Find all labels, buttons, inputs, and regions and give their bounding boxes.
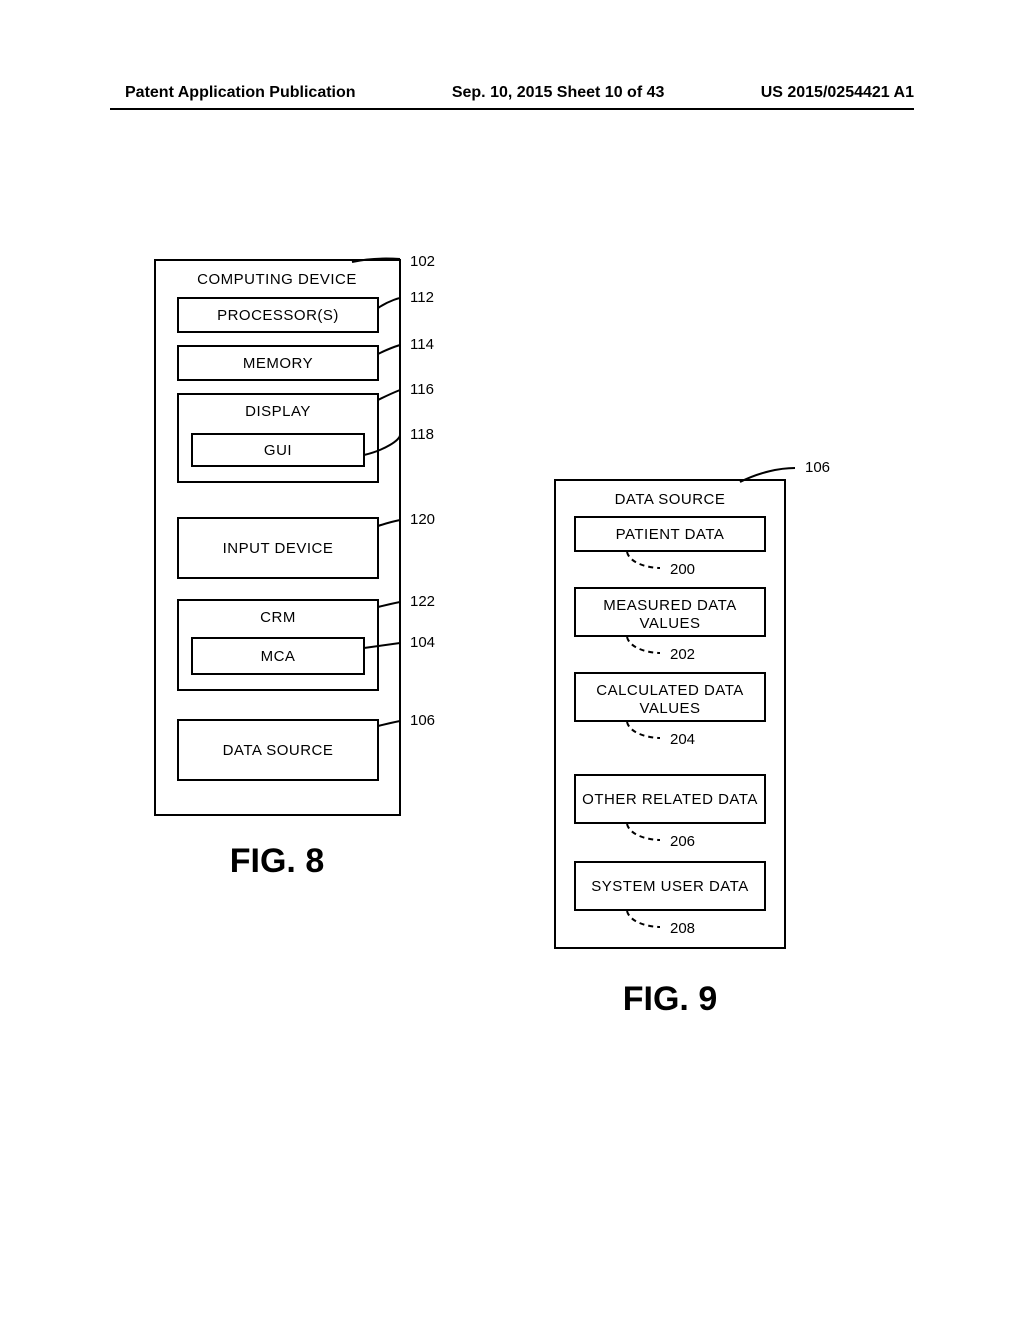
fig8-ref-120: 120 bbox=[410, 511, 435, 528]
header-rule bbox=[110, 108, 914, 110]
fig8-input-text: INPUT DEVICE bbox=[223, 540, 334, 557]
page: Patent Application Publication Sep. 10, … bbox=[0, 0, 1024, 1320]
fig9-measured-text2: VALUES bbox=[639, 615, 700, 632]
fig9-ref-204: 204 bbox=[670, 731, 695, 748]
fig8-display-text: DISPLAY bbox=[245, 403, 311, 420]
fig8-gui-text: GUI bbox=[264, 442, 292, 459]
fig8-ref-112: 112 bbox=[410, 289, 434, 306]
fig8-processor-text: PROCESSOR(S) bbox=[217, 307, 339, 324]
fig9-ref-200: 200 bbox=[670, 561, 695, 578]
fig9-other-text: OTHER RELATED DATA bbox=[582, 791, 758, 808]
figures-svg: COMPUTING DEVICE 102 PROCESSOR(S) 112 ME… bbox=[0, 250, 1024, 1020]
fig9-calculated-text2: VALUES bbox=[639, 700, 700, 717]
fig9-measured-text1: MEASURED DATA bbox=[603, 597, 736, 614]
fig8-ref-104: 104 bbox=[410, 634, 435, 651]
fig8-ref-102: 102 bbox=[410, 253, 435, 270]
fig9-group: DATA SOURCE 106 PATIENT DATA 200 MEASURE… bbox=[555, 459, 830, 1018]
fig8-mca-text: MCA bbox=[261, 648, 296, 665]
header-left: Patent Application Publication bbox=[125, 84, 356, 102]
fig8-datasource-text: DATA SOURCE bbox=[223, 742, 334, 759]
fig9-calculated-text1: CALCULATED DATA bbox=[596, 682, 744, 699]
fig8-ref-122: 122 bbox=[410, 593, 435, 610]
fig8-container-title: COMPUTING DEVICE bbox=[197, 271, 357, 288]
fig8-ref-118: 118 bbox=[410, 426, 434, 443]
fig8-ref-114: 114 bbox=[410, 336, 434, 353]
fig9-label: FIG. 9 bbox=[623, 980, 717, 1018]
fig9-patient-text: PATIENT DATA bbox=[616, 526, 725, 543]
fig9-ref-106: 106 bbox=[805, 459, 830, 476]
fig9-sysuser-text: SYSTEM USER DATA bbox=[591, 878, 748, 895]
fig9-ref-206: 206 bbox=[670, 833, 695, 850]
fig8-memory-text: MEMORY bbox=[243, 355, 313, 372]
fig9-ref-202: 202 bbox=[670, 646, 695, 663]
fig9-ref-208: 208 bbox=[670, 920, 695, 937]
fig8-ref-116: 116 bbox=[410, 381, 434, 398]
fig8-group: COMPUTING DEVICE 102 PROCESSOR(S) 112 ME… bbox=[155, 253, 435, 880]
page-header: Patent Application Publication Sep. 10, … bbox=[0, 84, 1024, 102]
header-center: Sep. 10, 2015 Sheet 10 of 43 bbox=[452, 84, 665, 102]
fig8-label: FIG. 8 bbox=[230, 842, 324, 880]
fig8-ref-106: 106 bbox=[410, 712, 435, 729]
fig8-crm-text: CRM bbox=[260, 609, 296, 626]
fig9-container-title: DATA SOURCE bbox=[615, 491, 726, 508]
header-right: US 2015/0254421 A1 bbox=[761, 84, 914, 102]
